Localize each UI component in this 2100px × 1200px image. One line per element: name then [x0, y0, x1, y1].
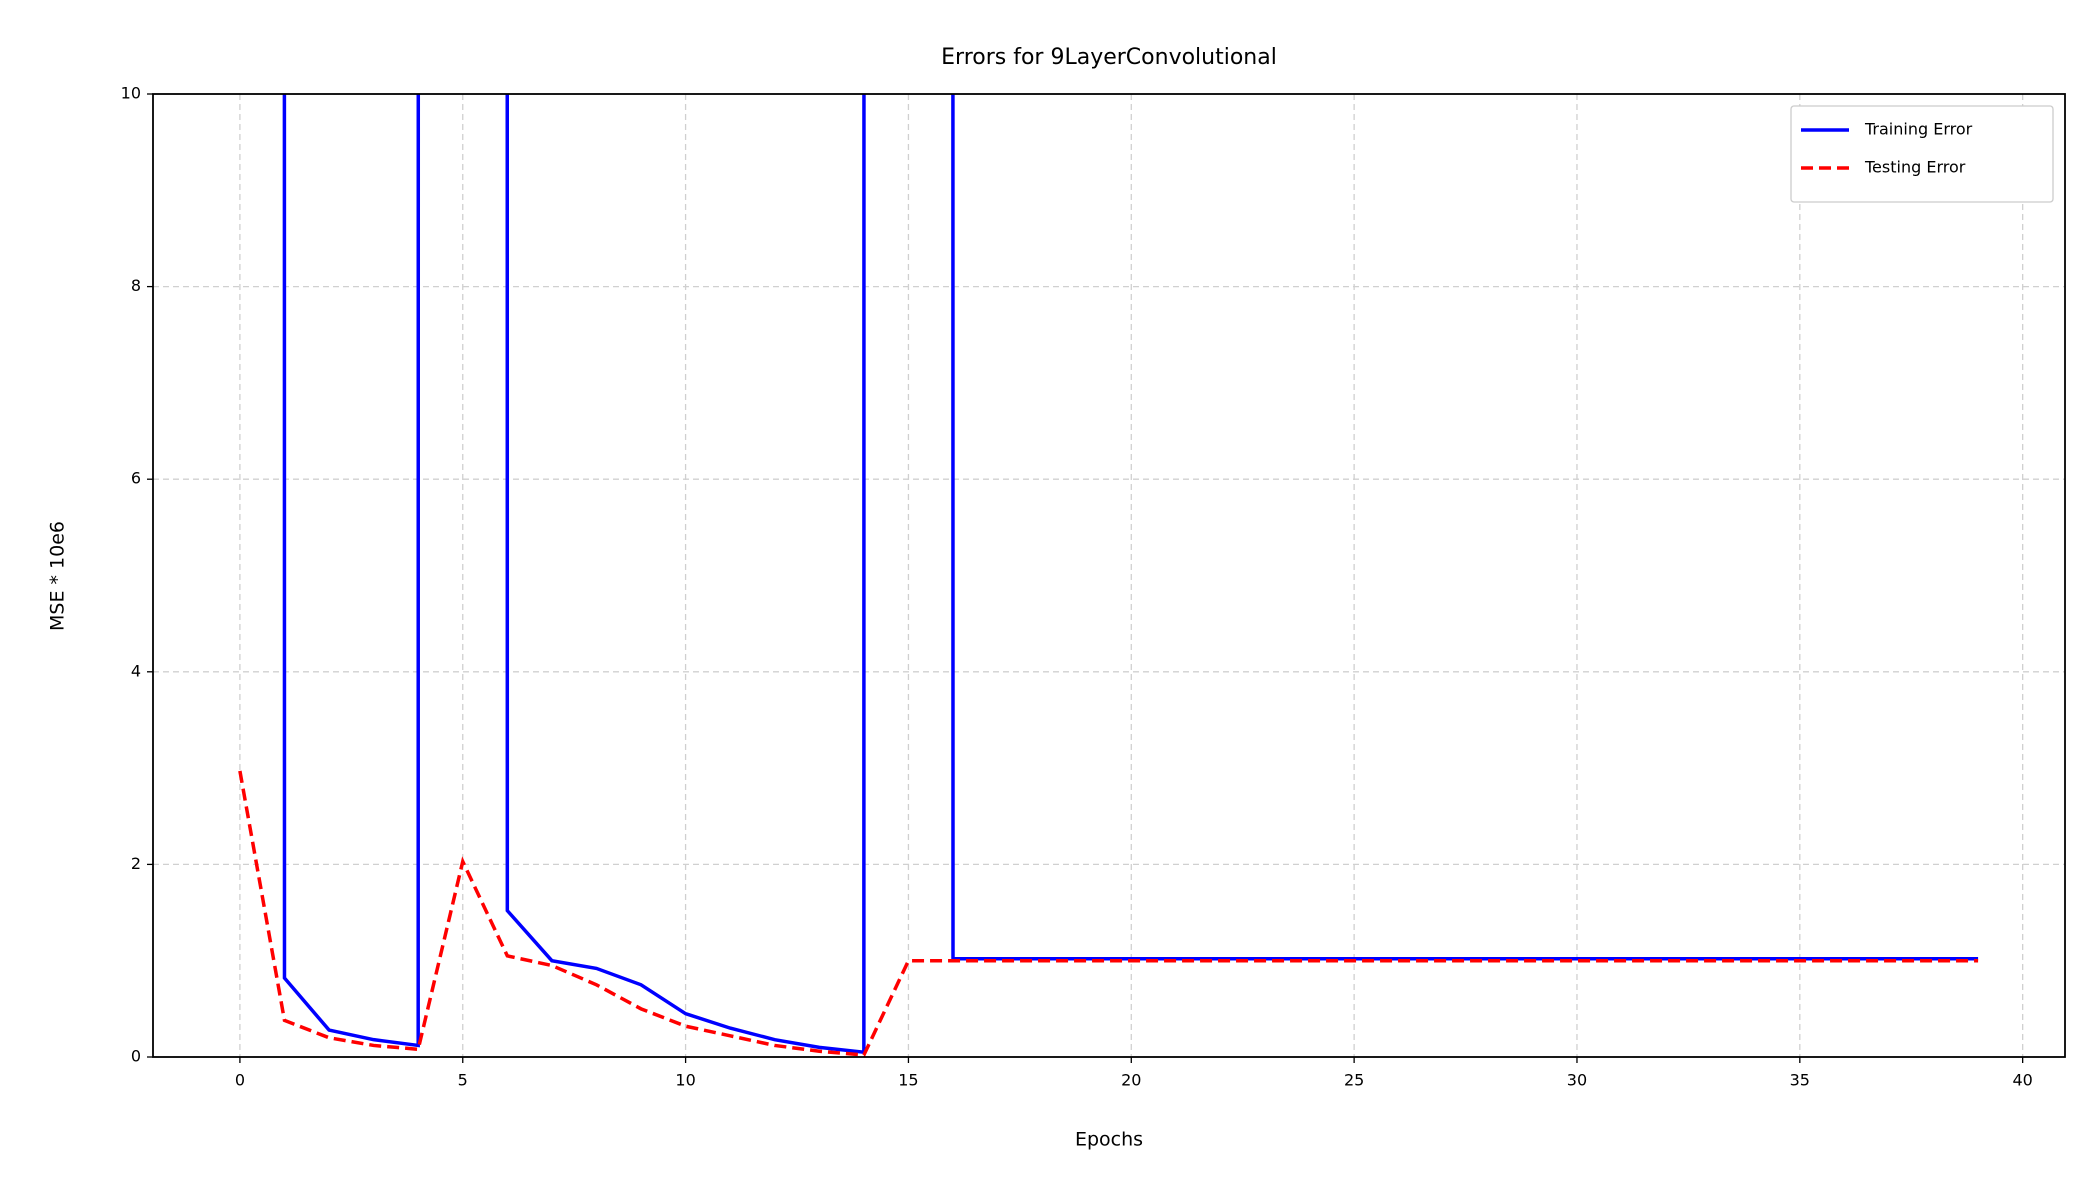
- y-tick-label: 10: [121, 84, 141, 103]
- chart-title: Errors for 9LayerConvolutional: [941, 45, 1277, 70]
- x-tick-label: 15: [898, 1071, 918, 1090]
- x-tick-label: 30: [1567, 1071, 1587, 1090]
- y-tick-label: 8: [131, 276, 141, 295]
- x-tick-label: 0: [235, 1071, 245, 1090]
- y-tick-label: 0: [131, 1047, 141, 1066]
- x-tick-label: 40: [2012, 1071, 2032, 1090]
- y-axis-label: MSE * 10e6: [47, 521, 69, 631]
- series-line: [282, 94, 1979, 1055]
- legend-label: Training Error: [1864, 120, 1973, 139]
- x-axis-label: Epochs: [1075, 1129, 1143, 1151]
- legend-box: [1790, 105, 2054, 203]
- x-tick-label: 10: [675, 1071, 695, 1090]
- x-tick-label: 25: [1344, 1071, 1364, 1090]
- plot-area: [238, 94, 1979, 1057]
- plot-frame: [152, 93, 2066, 1058]
- y-tick-label: 4: [131, 661, 141, 680]
- x-tick-label: 20: [1121, 1071, 1141, 1090]
- series-line: [238, 770, 1979, 1057]
- legend-label: Testing Error: [1864, 158, 1966, 177]
- y-tick-label: 6: [131, 469, 141, 488]
- x-tick-label: 35: [1790, 1071, 1810, 1090]
- y-tick-label: 2: [131, 854, 141, 873]
- x-tick-label: 5: [458, 1071, 468, 1090]
